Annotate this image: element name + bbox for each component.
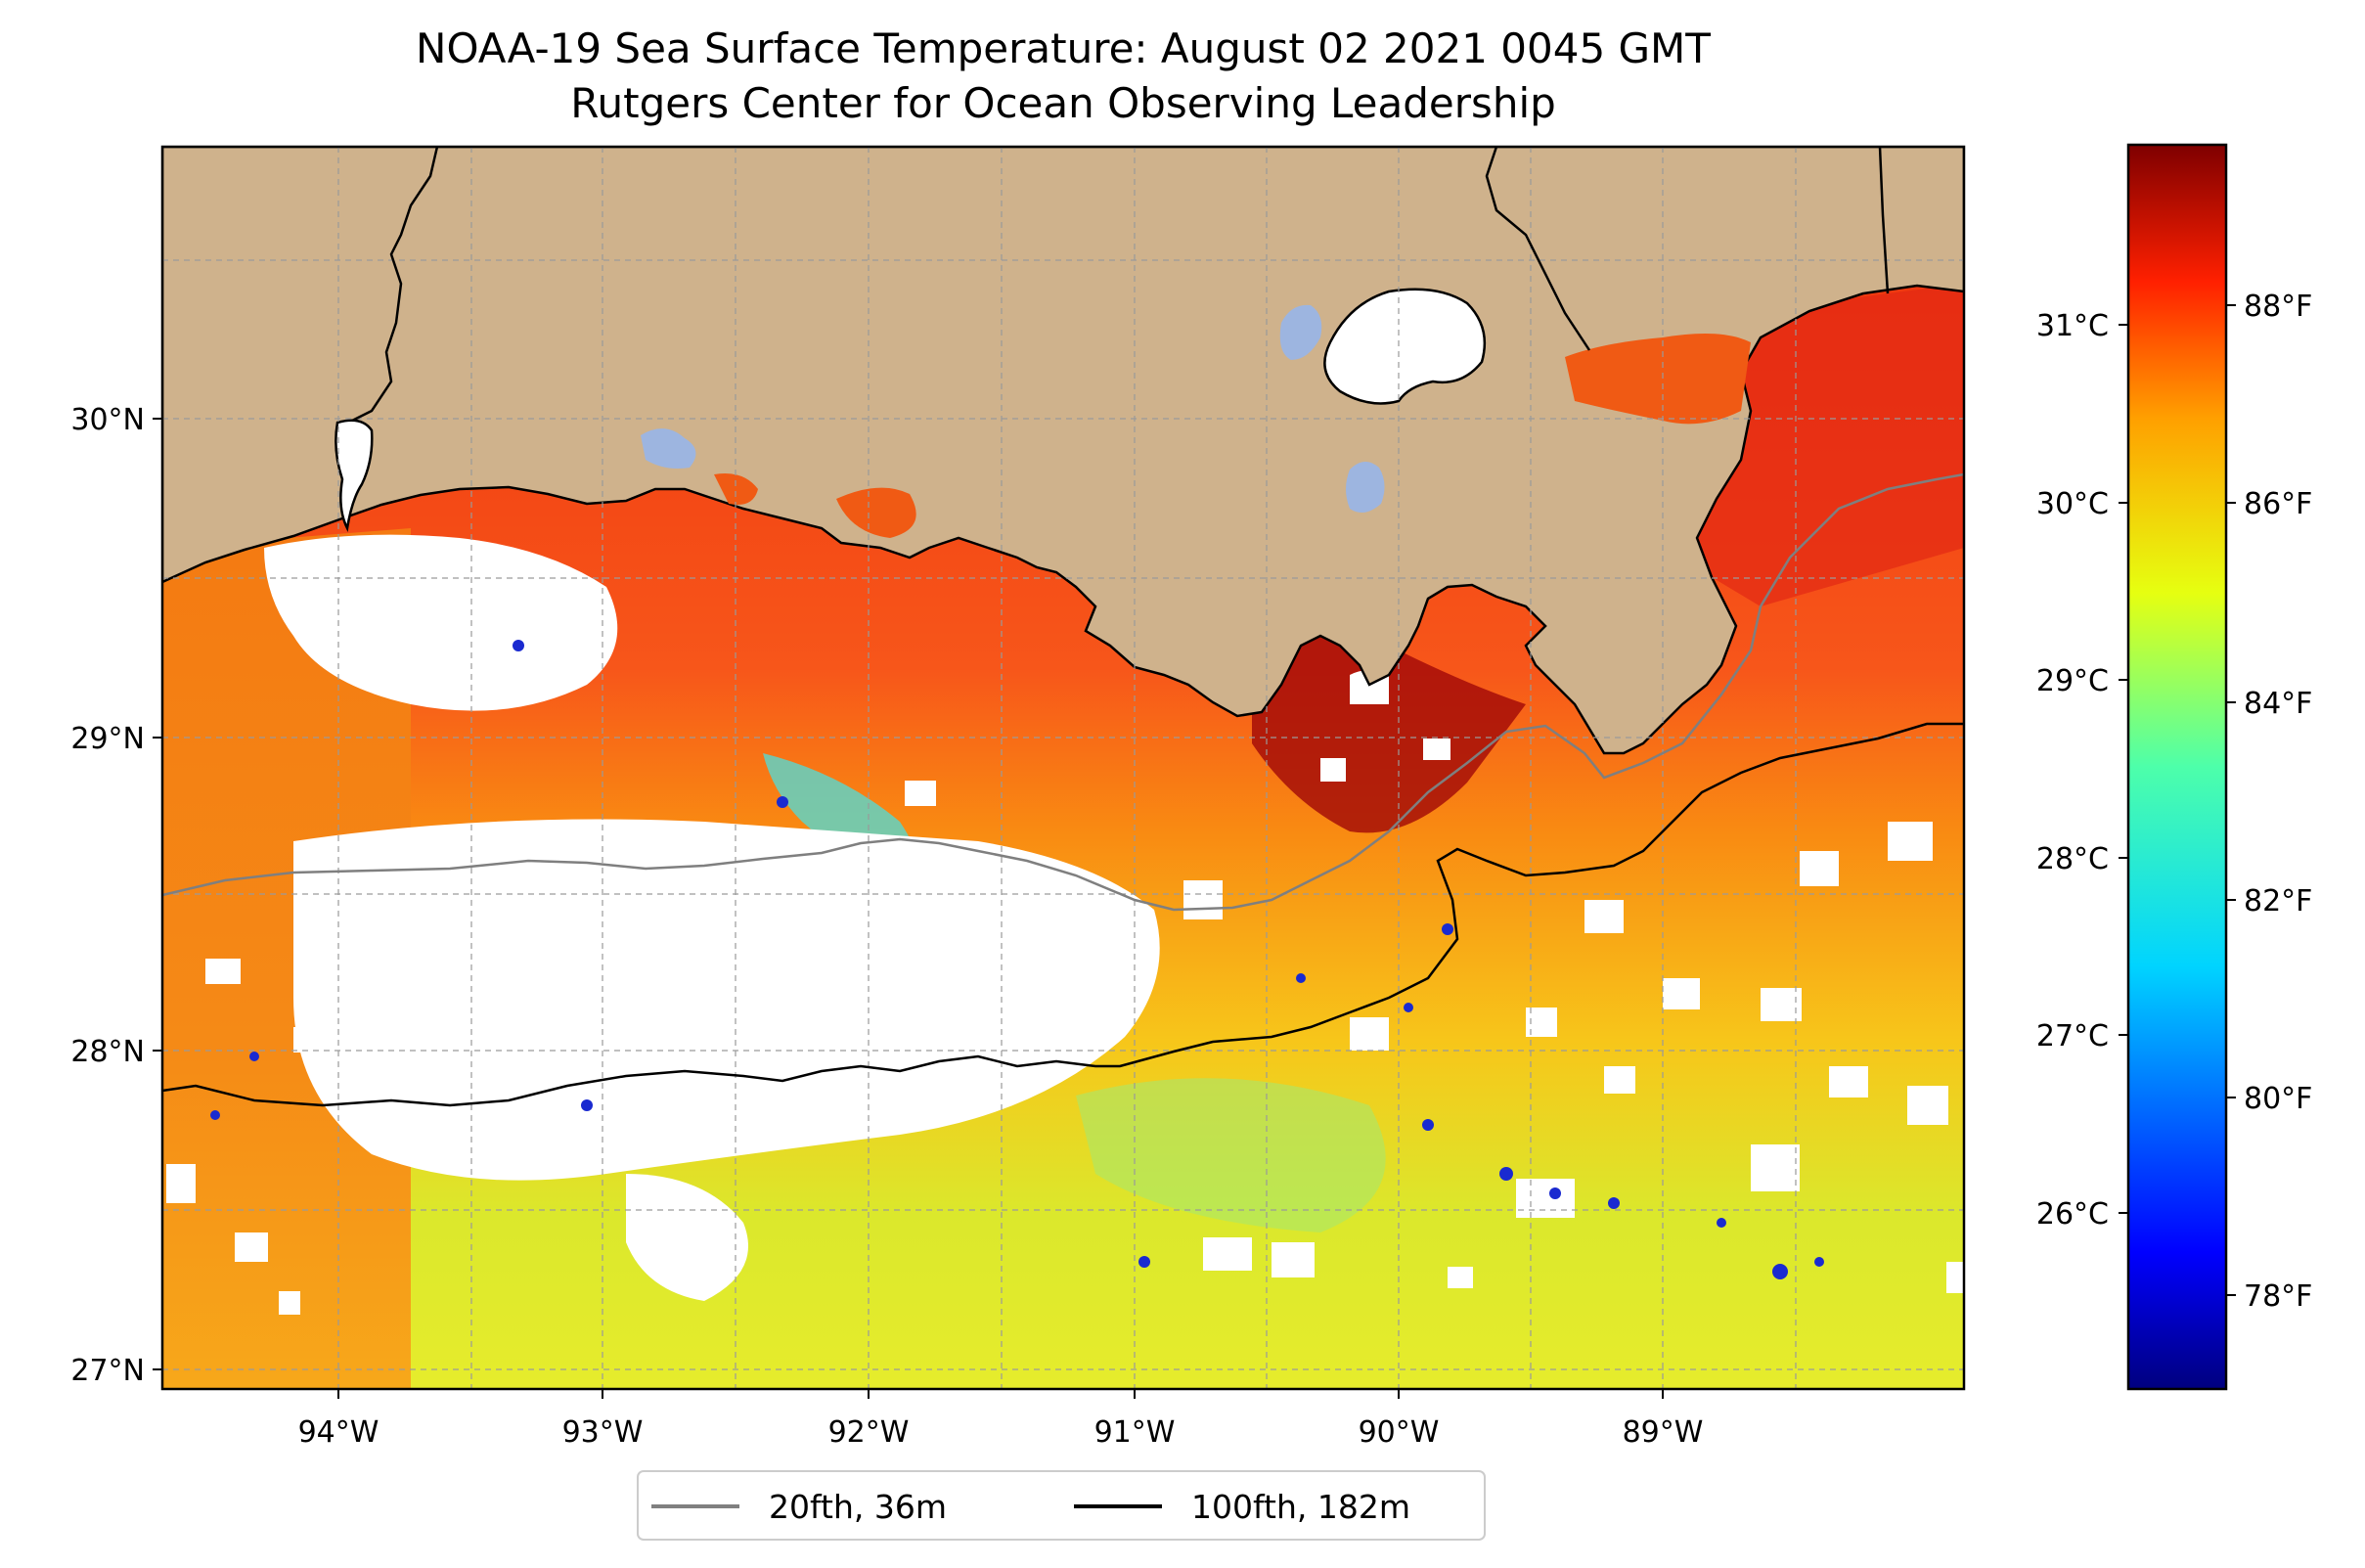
lon-label-91: 91°W [1094, 1415, 1176, 1450]
lat-label-30: 30°N [70, 403, 145, 437]
sst-west-shelf [162, 528, 411, 1389]
celsius-label-31: 31°C [2036, 309, 2109, 343]
calcasieu-lake [335, 419, 374, 532]
colorbar-ticks [2119, 304, 2236, 1296]
lon-label-93: 93°W [562, 1415, 644, 1450]
lat-label-27: 27°N [70, 1354, 145, 1388]
legend-label-20fth: 20fth, 36m [769, 1488, 947, 1526]
lat-ticks [153, 418, 162, 1370]
map-frame [160, 145, 1966, 1391]
chart-title-line2: Rutgers Center for Ocean Observing Leade… [570, 79, 1556, 127]
gridlines [162, 147, 1964, 1389]
fahrenheit-label-80: 80°F [2244, 1082, 2312, 1116]
state-borders [351, 147, 1890, 423]
celsius-label-27: 27°C [2036, 1019, 2109, 1053]
map-area [162, 147, 1964, 1389]
cloud-mask [166, 534, 1964, 1315]
lon-label-90: 90°W [1359, 1415, 1440, 1450]
chart-title-line1: NOAA-19 Sea Surface Temperature: August … [416, 24, 1711, 72]
fahrenheit-label-78: 78°F [2244, 1279, 2312, 1314]
lon-label-92: 92°W [828, 1415, 910, 1450]
legend-label-100fth: 100fth, 182m [1191, 1488, 1410, 1526]
colorbar [2126, 143, 2228, 1391]
lon-label-89: 89°W [1623, 1415, 1704, 1450]
lake-pontchartrain [1323, 288, 1487, 405]
coastal-inlets [714, 334, 1751, 538]
lon-ticks [337, 1389, 1664, 1399]
lat-label-28: 28°N [70, 1035, 145, 1069]
celsius-label-29: 29°C [2036, 664, 2109, 698]
cold-speckles [210, 640, 1824, 1279]
fahrenheit-label-88: 88°F [2244, 290, 2312, 324]
sst-warm-core [1252, 632, 1526, 833]
lon-label-94: 94°W [298, 1415, 379, 1450]
celsius-label-28: 28°C [2036, 842, 2109, 876]
lakes [641, 304, 1385, 513]
fahrenheit-label-82: 82°F [2244, 884, 2312, 918]
legend-box [637, 1470, 1486, 1541]
isobath-100fth [162, 722, 1964, 1107]
sst-cool-patch [1076, 1078, 1386, 1232]
fahrenheit-label-86: 86°F [2244, 487, 2312, 521]
isobath-20fth [162, 472, 1964, 912]
land-mass [162, 147, 1964, 755]
lat-label-29: 29°N [70, 722, 145, 756]
celsius-label-30: 30°C [2036, 487, 2109, 521]
fahrenheit-label-84: 84°F [2244, 687, 2312, 721]
celsius-label-26: 26°C [2036, 1197, 2109, 1232]
